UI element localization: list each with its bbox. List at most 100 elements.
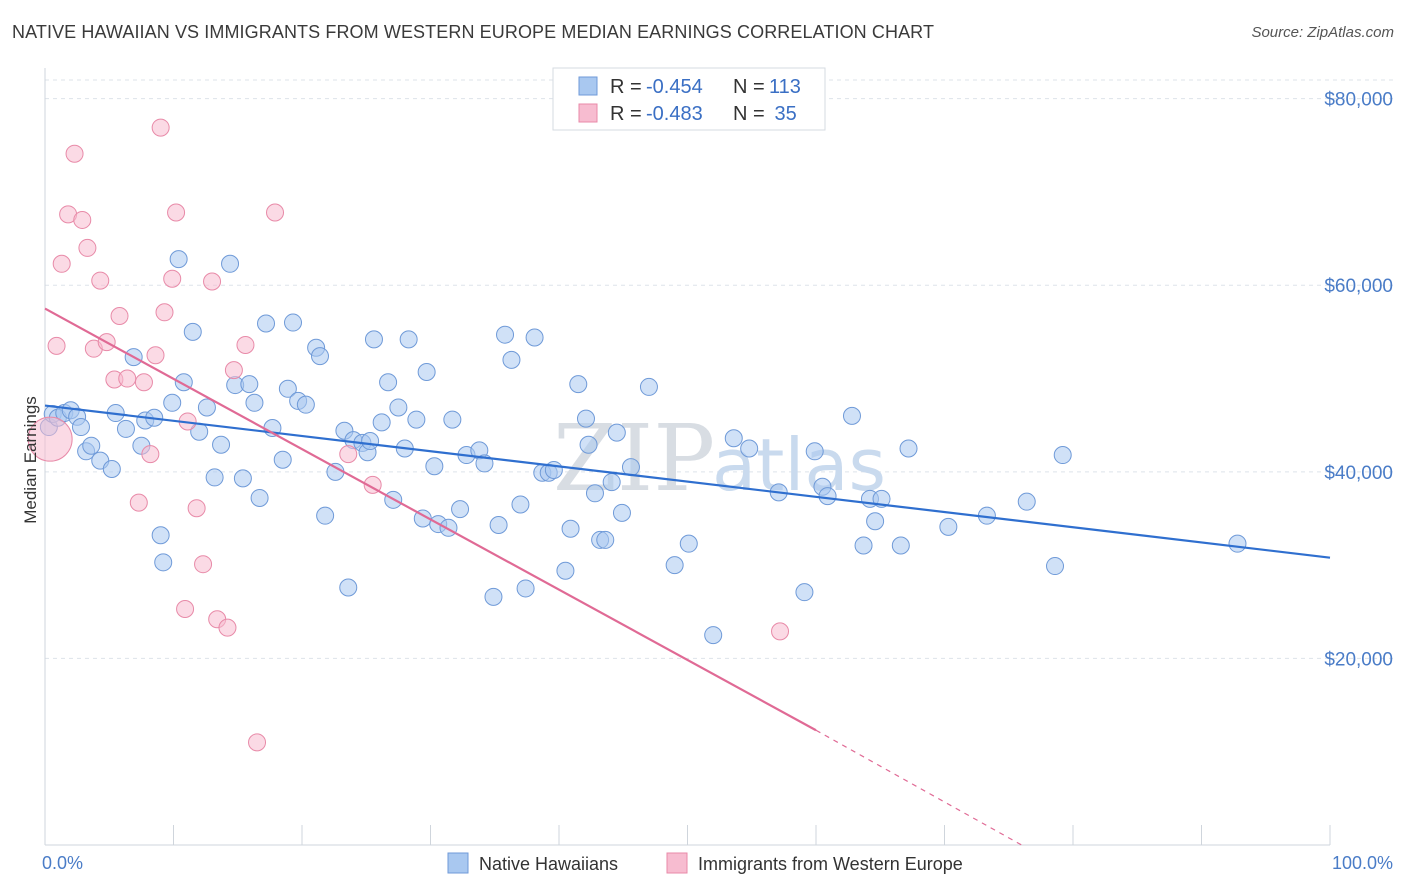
y-tick-labels: $20,000 $40,000 $60,000 $80,000	[1324, 90, 1393, 671]
point-western-europe-32	[339, 445, 358, 464]
point-native-hawaiians-56	[399, 330, 418, 349]
point-native-hawaiians-111	[1046, 557, 1065, 576]
point-western-europe-27	[218, 618, 237, 637]
point-native-hawaiians-92	[679, 534, 698, 553]
bottom-legend-label-blue: Native Hawaiians	[479, 854, 618, 874]
point-native-hawaiians-74	[525, 328, 544, 347]
point-native-hawaiians-95	[740, 439, 759, 458]
bottom-legend-swatch-pink	[666, 852, 688, 874]
legend-n-value-1: 113	[769, 76, 801, 98]
point-native-hawaiians-90	[639, 377, 658, 396]
y-tick-label-80000: $80,000	[1324, 90, 1393, 111]
point-native-hawaiians-88	[612, 503, 631, 522]
point-native-hawaiians-101	[842, 406, 861, 425]
legend-n-value-2: 35	[769, 103, 797, 125]
point-native-hawaiians-68	[484, 587, 503, 606]
point-native-hawaiians-98	[805, 442, 824, 461]
point-native-hawaiians-112	[1053, 446, 1072, 465]
point-western-europe-20	[167, 203, 186, 222]
series-immigrants-western-europe	[27, 118, 790, 752]
point-western-europe-0	[27, 416, 73, 462]
point-native-hawaiians-100	[818, 487, 837, 506]
point-native-hawaiians-108	[939, 517, 958, 536]
point-native-hawaiians-24	[197, 398, 216, 417]
point-native-hawaiians-37	[284, 313, 303, 332]
legend-n-label-2: N =	[733, 103, 770, 125]
point-native-hawaiians-64	[451, 500, 470, 519]
source-label: Source: ZipAtlas.com	[1251, 24, 1394, 41]
bottom-legend-label-pink: Immigrants from Western Europe	[698, 854, 963, 874]
point-native-hawaiians-45	[339, 578, 358, 597]
point-native-hawaiians-83	[585, 484, 604, 503]
y-tick-label-20000: $20,000	[1324, 649, 1393, 670]
point-native-hawaiians-70	[496, 325, 515, 344]
gridlines	[45, 79, 1395, 659]
y-axis-label: Median Earnings	[21, 396, 40, 524]
point-native-hawaiians-78	[556, 561, 575, 580]
legend-r-value-2: -0.483	[646, 103, 703, 125]
point-native-hawaiians-36	[278, 379, 297, 398]
point-native-hawaiians-57	[407, 410, 426, 429]
y-tick-label-60000: $60,000	[1324, 276, 1393, 297]
point-native-hawaiians-31	[245, 393, 264, 412]
point-native-hawaiians-59	[417, 363, 436, 382]
point-native-hawaiians-42	[316, 506, 335, 525]
point-western-europe-34	[771, 622, 790, 641]
point-native-hawaiians-106	[891, 536, 910, 555]
point-western-europe-8	[91, 271, 110, 290]
point-western-europe-12	[118, 369, 137, 388]
point-western-europe-14	[134, 373, 153, 392]
point-native-hawaiians-26	[212, 435, 231, 454]
point-native-hawaiians-50	[364, 330, 383, 349]
point-western-europe-2	[52, 254, 71, 273]
point-western-europe-15	[141, 445, 160, 464]
point-native-hawaiians-89	[621, 458, 640, 477]
point-western-europe-5	[73, 210, 92, 229]
point-western-europe-21	[176, 599, 195, 618]
point-native-hawaiians-80	[569, 375, 588, 394]
legend-box: R = -0.454 N = 113 R = -0.483 N = 35	[552, 67, 826, 131]
point-native-hawaiians-54	[389, 398, 408, 417]
legend-n-label-1: N =	[733, 76, 770, 98]
point-western-europe-16	[146, 346, 165, 365]
point-native-hawaiians-63	[443, 410, 462, 429]
legend-r-value-1: -0.454	[646, 76, 703, 98]
trend-line-western-europe	[44, 307, 817, 732]
point-native-hawaiians-17	[151, 526, 170, 545]
point-native-hawaiians-35	[273, 450, 292, 469]
point-native-hawaiians-32	[250, 488, 269, 507]
point-western-europe-11	[110, 307, 129, 326]
point-native-hawaiians-87	[607, 423, 626, 442]
bottom-legend-swatch-blue	[447, 852, 469, 874]
point-native-hawaiians-110	[1017, 492, 1036, 511]
point-western-europe-17	[151, 118, 170, 137]
point-western-europe-28	[224, 361, 243, 380]
point-native-hawaiians-25	[205, 468, 224, 487]
point-western-europe-24	[194, 555, 213, 574]
point-native-hawaiians-97	[795, 583, 814, 602]
point-western-europe-18	[155, 303, 174, 322]
point-western-europe-4	[65, 144, 84, 163]
point-native-hawaiians-104	[866, 512, 885, 531]
point-native-hawaiians-18	[154, 553, 173, 572]
point-native-hawaiians-22	[183, 322, 202, 341]
point-native-hawaiians-52	[379, 373, 398, 392]
point-western-europe-1	[47, 336, 66, 355]
trend-line-native-hawaiians	[44, 404, 1331, 559]
legend-swatch-blue	[578, 76, 598, 96]
point-native-hawaiians-79	[561, 519, 580, 538]
legend-r-label-2: R =	[610, 103, 647, 125]
trend-lines	[44, 307, 1331, 846]
point-native-hawaiians-49	[361, 432, 380, 451]
point-western-europe-13	[129, 493, 148, 512]
point-native-hawaiians-29	[233, 469, 252, 488]
point-native-hawaiians-91	[665, 556, 684, 575]
point-native-hawaiians-33	[257, 314, 276, 333]
point-western-europe-25	[203, 272, 222, 291]
point-native-hawaiians-39	[296, 395, 315, 414]
point-native-hawaiians-72	[511, 495, 530, 514]
point-native-hawaiians-69	[489, 516, 508, 535]
chart-title: NATIVE HAWAIIAN VS IMMIGRANTS FROM WESTE…	[12, 22, 935, 42]
point-western-europe-30	[248, 733, 267, 752]
